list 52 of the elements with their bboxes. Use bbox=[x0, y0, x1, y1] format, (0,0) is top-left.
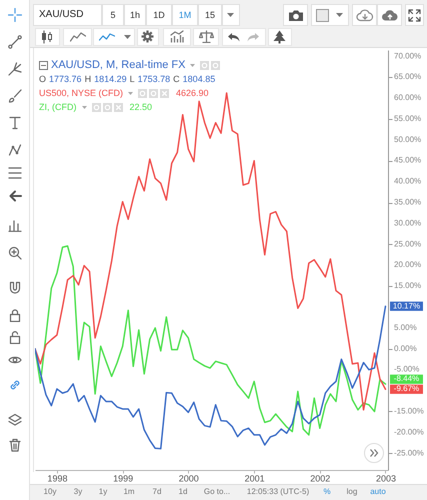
x-tick-label: 2002 bbox=[310, 474, 330, 484]
text: 10y bbox=[44, 487, 56, 497]
text: 5 bbox=[110, 10, 116, 21]
text: XAU/USD, M, Real-time FX bbox=[51, 59, 186, 71]
y-tick-label: 45.00% bbox=[394, 156, 422, 165]
annotation: 4626.90 bbox=[176, 88, 209, 98]
text: 12:05:33 (UTC-5) bbox=[246, 487, 310, 497]
y-tick-label: 70.00% bbox=[394, 51, 422, 60]
text: 7d bbox=[152, 487, 162, 497]
annotation: 22.50 bbox=[130, 102, 152, 112]
y-tick-label: 55.00% bbox=[394, 114, 422, 123]
x-tick-label: 2000 bbox=[178, 474, 199, 484]
x-tick-label: 1998 bbox=[47, 474, 68, 484]
text: Go to... bbox=[204, 487, 230, 497]
text: 1M bbox=[178, 10, 192, 21]
y-tick-label: 65.00% bbox=[394, 72, 422, 82]
text: 1d bbox=[178, 487, 188, 497]
y-tick-label: 50.00% bbox=[394, 134, 422, 144]
y-tick-label: -20.00% bbox=[394, 427, 424, 436]
text: US500, NYSE (CFD) bbox=[39, 88, 124, 98]
x-tick-label: 1999 bbox=[113, 474, 134, 484]
data-label: -9.67% bbox=[394, 384, 420, 394]
y-tick-label: 15.00% bbox=[394, 281, 422, 290]
x-tick-label: 2003 bbox=[376, 474, 396, 484]
y-tick-label: 25.00% bbox=[394, 239, 422, 248]
text: 1h bbox=[130, 10, 140, 21]
text: % bbox=[323, 487, 331, 497]
text: 1y bbox=[98, 487, 108, 497]
text: 3y bbox=[74, 487, 82, 497]
y-tick-label: 35.00% bbox=[394, 198, 422, 207]
y-tick-label: 30.00% bbox=[394, 218, 422, 228]
chart-title: XAU/USD bbox=[39, 9, 84, 21]
text: 15 bbox=[204, 10, 216, 21]
y-tick-label: 60.00% bbox=[394, 93, 422, 102]
text: ZI, (CFD) bbox=[39, 102, 76, 112]
y-tick-label: 5.00% bbox=[394, 322, 417, 332]
y-tick-label: -5.00% bbox=[394, 364, 420, 374]
text: 1D bbox=[153, 10, 165, 21]
y-tick-label: 20.00% bbox=[394, 260, 422, 270]
text: log bbox=[346, 487, 358, 497]
y-tick-label: 40.00% bbox=[394, 176, 422, 186]
text: 1m bbox=[123, 487, 135, 497]
data-label: -8.44% bbox=[394, 374, 420, 384]
x-tick-label: 2001 bbox=[244, 474, 265, 484]
text: auto bbox=[370, 487, 386, 497]
y-tick-label: 0.00% bbox=[394, 344, 417, 353]
y-tick-label: -25.00% bbox=[394, 448, 424, 458]
y-tick-label: -15.00% bbox=[394, 406, 424, 416]
annotation: O 1773.76 H 1814.29 L 1753.78 C 1804.85 bbox=[39, 74, 216, 84]
data-label: 10.17% bbox=[392, 301, 420, 310]
line-series bbox=[35, 306, 386, 450]
line-series bbox=[35, 245, 386, 436]
